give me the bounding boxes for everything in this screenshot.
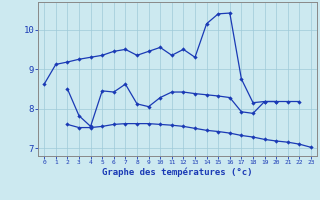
X-axis label: Graphe des températures (°c): Graphe des températures (°c) [102, 168, 253, 177]
